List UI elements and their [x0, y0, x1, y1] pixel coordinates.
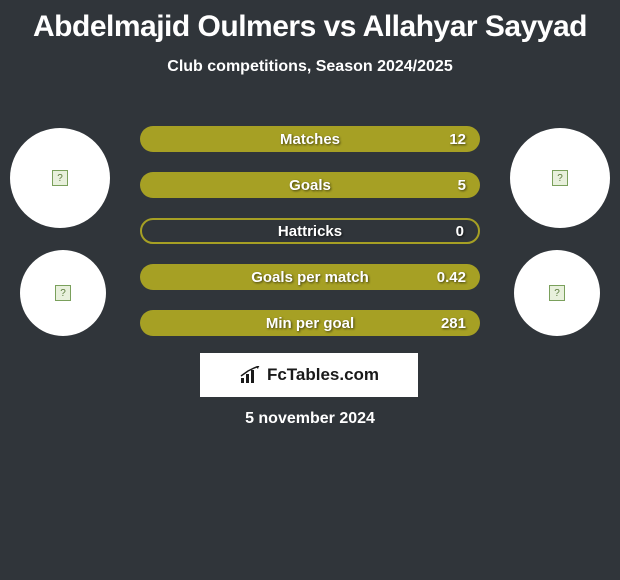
stat-label: Hattricks: [278, 223, 342, 240]
stat-label: Goals per match: [251, 269, 369, 286]
image-placeholder-icon: ?: [552, 170, 568, 186]
player-right-avatars: ? ?: [510, 128, 610, 336]
stats-bars: Matches 12 Goals 5 Hattricks 0 Goals per…: [140, 126, 480, 336]
image-placeholder-icon: ?: [549, 285, 565, 301]
stat-value: 5: [458, 177, 466, 194]
stat-label: Goals: [289, 177, 331, 194]
stat-bar: Min per goal 281: [140, 310, 480, 336]
stat-value: 281: [441, 315, 466, 332]
page-title: Abdelmajid Oulmers vs Allahyar Sayyad: [0, 0, 620, 44]
avatar: ?: [10, 128, 110, 228]
club-badge: ?: [514, 250, 600, 336]
stat-bar: Matches 12: [140, 126, 480, 152]
date: 5 november 2024: [0, 410, 620, 428]
stat-bar: Goals per match 0.42: [140, 264, 480, 290]
stat-bar: Goals 5: [140, 172, 480, 198]
stat-bar: Hattricks 0: [140, 218, 480, 244]
subtitle: Club competitions, Season 2024/2025: [0, 58, 620, 76]
stat-label: Matches: [280, 131, 340, 148]
stat-label: Min per goal: [266, 315, 354, 332]
chart-icon: [239, 366, 261, 384]
club-badge: ?: [20, 250, 106, 336]
image-placeholder-icon: ?: [52, 170, 68, 186]
image-placeholder-icon: ?: [55, 285, 71, 301]
stat-value: 0.42: [437, 269, 466, 286]
site-logo: FcTables.com: [200, 353, 418, 397]
stat-value: 12: [449, 131, 466, 148]
logo-text: FcTables.com: [267, 365, 379, 385]
avatar: ?: [510, 128, 610, 228]
stat-value: 0: [456, 223, 464, 240]
player-left-avatars: ? ?: [10, 128, 110, 336]
